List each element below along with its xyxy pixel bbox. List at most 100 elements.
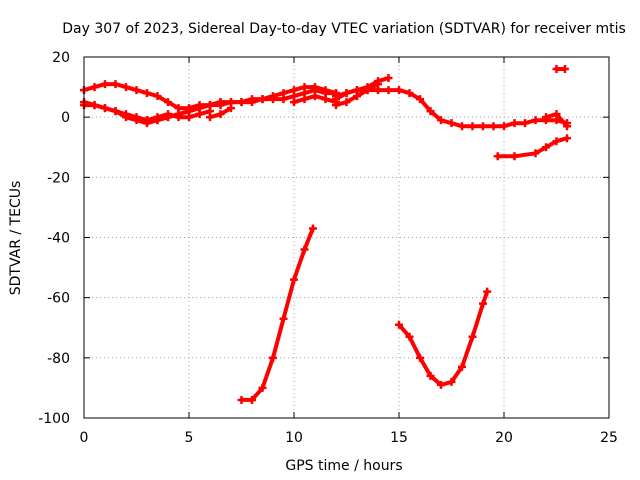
x-tick-label: 5 xyxy=(185,430,194,446)
data-point-track-f xyxy=(300,95,309,104)
data-point-track-n xyxy=(395,320,403,329)
data-point-track-e xyxy=(216,110,225,119)
series-line-track-m xyxy=(239,226,315,402)
data-point-track-c xyxy=(132,116,141,125)
data-point-track-m xyxy=(258,383,267,392)
data-point-track-i xyxy=(353,92,361,101)
data-point-track-e xyxy=(227,104,235,113)
data-point-track-j xyxy=(552,110,561,119)
y-tick-label: -60 xyxy=(47,291,70,307)
data-point-track-g xyxy=(531,116,540,125)
data-point-track-i xyxy=(332,101,340,110)
data-point-track-b xyxy=(269,95,277,104)
data-point-track-n xyxy=(458,362,466,371)
data-point-track-m xyxy=(300,245,309,254)
data-point-track-f xyxy=(290,98,298,107)
data-point-track-n xyxy=(426,371,435,380)
data-point-track-g xyxy=(521,119,529,128)
data-point-track-k xyxy=(493,152,502,161)
data-point-track-j xyxy=(542,113,550,122)
data-point-track-g xyxy=(416,95,424,104)
series-line-track-n xyxy=(397,289,490,387)
data-point-track-m xyxy=(269,353,277,362)
data-point-track-g xyxy=(479,122,487,131)
data-point-track-m xyxy=(290,275,298,284)
data-point-track-k xyxy=(542,143,550,152)
data-point-track-n xyxy=(437,380,445,389)
data-point-track-l xyxy=(560,65,569,74)
data-point-track-g xyxy=(384,86,393,95)
y-tick-label: -40 xyxy=(47,231,70,247)
data-series xyxy=(80,65,571,404)
data-point-track-g xyxy=(447,119,456,128)
data-point-track-m xyxy=(237,395,246,404)
data-point-track-c xyxy=(216,98,225,107)
data-point-track-b xyxy=(258,95,267,104)
data-point-track-f xyxy=(321,95,330,104)
data-point-track-n xyxy=(483,287,492,296)
x-tick-label: 0 xyxy=(80,430,89,446)
data-point-track-g xyxy=(510,119,519,128)
chart-title: Day 307 of 2023, Sidereal Day-to-day VTE… xyxy=(62,21,626,37)
axis-ticks xyxy=(83,56,610,419)
y-tick-label: -80 xyxy=(47,351,70,367)
data-point-track-c xyxy=(122,113,130,122)
x-tick-label: 25 xyxy=(600,430,618,446)
data-point-track-m xyxy=(279,314,288,323)
data-point-track-g xyxy=(426,107,435,116)
data-point-track-m xyxy=(248,395,256,404)
plot-frame xyxy=(83,56,610,419)
data-point-track-a xyxy=(101,80,109,89)
data-point-track-g xyxy=(468,122,477,131)
data-point-track-a xyxy=(90,83,99,92)
y-tick-label: -100 xyxy=(38,411,70,427)
x-tick-label: 20 xyxy=(495,430,513,446)
data-point-track-b xyxy=(248,98,256,107)
data-point-track-h xyxy=(384,74,393,83)
data-point-track-f xyxy=(311,92,319,101)
y-tick-label: -20 xyxy=(47,170,70,186)
data-point-track-b xyxy=(237,98,246,107)
data-point-track-a xyxy=(153,92,162,101)
y-axis-label: SDTVAR / TECUs xyxy=(8,181,24,296)
x-tick-label: 15 xyxy=(390,430,408,446)
data-point-track-a xyxy=(164,98,172,107)
data-point-track-m xyxy=(308,224,317,233)
data-point-track-c xyxy=(111,107,120,116)
data-point-track-l xyxy=(552,65,561,74)
tick-labels: 0 5 10 15 20 25 -100 -80 -60 -40 -20 0 20 xyxy=(38,50,618,446)
data-point-track-d xyxy=(174,113,183,122)
data-point-track-d xyxy=(195,110,204,119)
y-tick-label: 0 xyxy=(61,110,70,126)
x-tick-label: 10 xyxy=(285,430,303,446)
data-point-track-g xyxy=(405,89,414,98)
data-point-track-g xyxy=(489,122,498,131)
data-point-track-d xyxy=(185,113,193,122)
data-point-track-n xyxy=(468,332,477,341)
data-point-track-d xyxy=(143,116,151,125)
data-point-track-g xyxy=(395,86,403,95)
data-point-track-e xyxy=(206,113,214,122)
x-axis-label: GPS time / hours xyxy=(285,458,402,474)
data-point-track-c xyxy=(101,104,109,113)
data-point-track-a xyxy=(122,83,130,92)
y-tick-label: 20 xyxy=(52,50,70,66)
data-point-track-n xyxy=(447,377,456,386)
data-point-track-j xyxy=(563,122,571,131)
data-point-track-n xyxy=(479,299,487,308)
data-point-track-k xyxy=(531,149,540,158)
data-point-track-d xyxy=(153,113,162,122)
data-point-track-k xyxy=(552,137,561,146)
data-point-track-g xyxy=(437,116,445,125)
data-point-track-n xyxy=(405,332,414,341)
data-point-track-k xyxy=(563,134,571,143)
data-point-track-d xyxy=(164,110,172,119)
data-point-track-g xyxy=(500,122,508,131)
data-point-track-a xyxy=(143,89,151,98)
data-point-track-g xyxy=(458,122,466,131)
data-point-track-i xyxy=(342,98,351,107)
data-point-track-a xyxy=(132,86,141,95)
data-point-track-a xyxy=(111,80,120,89)
data-point-track-h xyxy=(342,89,351,98)
